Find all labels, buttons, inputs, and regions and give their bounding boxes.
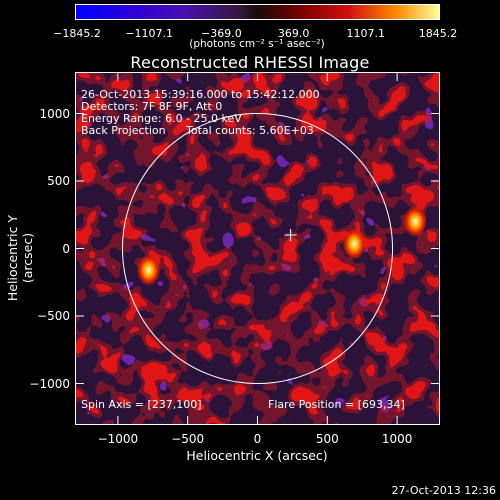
plot-title: Reconstructed RHESSI Image bbox=[130, 53, 370, 72]
bright-source bbox=[342, 227, 367, 260]
time-range: 26-Oct-2013 15:39:16.000 to 15:42:12.000 bbox=[81, 88, 320, 101]
colorbar bbox=[75, 4, 440, 20]
x-tick-label: 0 bbox=[253, 432, 262, 446]
y-tick-label: 1000 bbox=[39, 106, 70, 121]
x-axis-label: Heliocentric X (arcsec) bbox=[186, 448, 328, 463]
colorbar-tick-label: −369.0 bbox=[201, 27, 242, 40]
y-tick-label: −1000 bbox=[29, 376, 70, 391]
colorbar-tick-label: −1845.2 bbox=[53, 27, 101, 40]
y-axis-label: Heliocentric Y (arcsec) bbox=[5, 214, 35, 302]
image-plot: 26-Oct-2013 15:39:16.000 to 15:42:12.000… bbox=[75, 72, 440, 425]
render-timestamp: 27-Oct-2013 12:36 bbox=[391, 484, 496, 497]
colorbar-tick-label: 1845.2 bbox=[418, 27, 458, 40]
energy-range: Energy Range: 6.0 - 25.0 keV bbox=[81, 112, 242, 125]
spin-axis-label: Spin Axis = [237,100] bbox=[81, 398, 202, 411]
spin-axis-marker bbox=[284, 229, 297, 241]
x-tick-label: 1000 bbox=[381, 432, 413, 446]
y-tick-label: 500 bbox=[47, 174, 70, 188]
colorbar-tick-label: 369.0 bbox=[277, 27, 310, 40]
bright-source bbox=[403, 205, 428, 238]
x-tick-label: −1000 bbox=[97, 432, 139, 446]
x-tick-marks bbox=[117, 73, 398, 424]
colorbar-tick-label: 1107.1 bbox=[346, 27, 386, 40]
flare-position-label: Flare Position = [693,34] bbox=[268, 398, 405, 411]
y-tick-marks bbox=[76, 113, 439, 384]
solar-limb-circle bbox=[121, 112, 394, 385]
x-tick-label: 500 bbox=[315, 432, 339, 446]
image-high-intensity bbox=[76, 73, 439, 424]
detectors-info: Detectors: 7F 8F 9F, Att 0 bbox=[81, 100, 223, 113]
total-counts: Total counts: 5.60E+03 bbox=[186, 124, 314, 137]
colorbar-tick-label: −1107.1 bbox=[125, 27, 174, 40]
method-label: Back Projection bbox=[81, 124, 166, 137]
colorbar-units: (photons cm⁻² s⁻¹ asec⁻²) bbox=[189, 38, 325, 50]
y-tick-label: 0 bbox=[62, 241, 70, 256]
y-tick-label: −500 bbox=[37, 309, 70, 323]
image-canvas bbox=[76, 73, 439, 424]
x-tick-label: −500 bbox=[171, 432, 205, 446]
bright-source bbox=[136, 254, 161, 287]
